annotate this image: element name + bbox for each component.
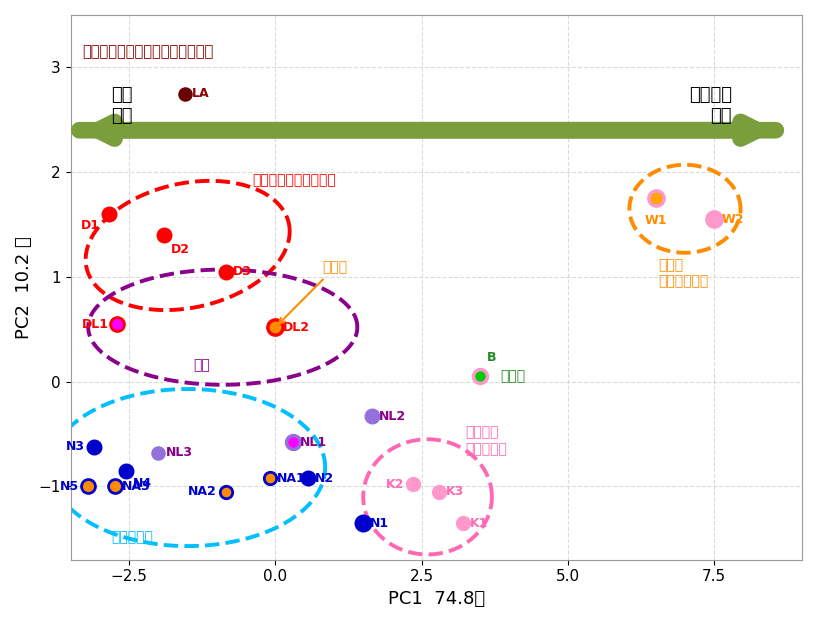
Point [357,518,370,528]
Text: K3: K3 [446,485,465,498]
Text: DL1: DL1 [82,318,109,331]
Text: だし入り（旨味強調）: だし入り（旨味強調） [252,174,336,188]
Point [111,319,124,329]
Text: LA: LA [192,87,209,100]
Text: 白味噌
（甘味強調）: 白味噌 （甘味強調） [659,258,709,288]
Point [178,88,191,98]
Text: あっさり
甘味: あっさり 甘味 [689,86,732,125]
X-axis label: PC1  74.8％: PC1 74.8％ [388,590,484,608]
Point [474,371,487,381]
Point [152,448,165,458]
Text: 麹歩合高
（甘味強）: 麹歩合高 （甘味強） [466,426,507,456]
Point [87,442,100,452]
Text: こく
旨味: こく 旨味 [112,86,133,125]
Text: 減塩: 減塩 [194,358,210,372]
Point [456,518,469,528]
Point [650,193,663,203]
Point [219,487,232,497]
Point [301,473,315,483]
Text: K2: K2 [386,478,404,491]
Text: NL3: NL3 [165,446,193,459]
Text: NA1: NA1 [277,472,306,485]
Point [82,482,95,492]
Text: ＋糖類: ＋糖類 [279,260,347,323]
Point [269,322,282,332]
Text: W1: W1 [645,214,667,227]
Point [158,230,171,240]
Text: D3: D3 [233,265,252,278]
Text: N5: N5 [60,480,79,493]
Text: B: B [487,351,497,364]
Point [108,482,121,492]
Text: NL2: NL2 [379,410,406,423]
Point [263,473,276,483]
Point [102,209,115,219]
Point [433,487,446,497]
Text: N4: N4 [133,477,153,490]
Point [287,437,300,447]
Text: 無添加味噌: 無添加味噌 [112,530,154,544]
Y-axis label: PC2  10.2 ％: PC2 10.2 ％ [15,236,33,339]
Text: N2: N2 [315,472,334,485]
Text: W2: W2 [721,213,743,226]
Text: 長期熟成味噌（旨味強、甘味少）: 長期熟成味噌（旨味強、甘味少） [83,44,213,59]
Point [708,214,721,224]
Text: 麦味噌: 麦味噌 [501,369,526,383]
Point [365,411,378,421]
Text: K1: K1 [470,516,488,530]
Point [406,479,419,489]
Text: NA3: NA3 [122,480,150,493]
Point [219,267,232,277]
Text: D2: D2 [172,244,190,256]
Text: D1: D1 [81,219,100,232]
Point [120,466,133,476]
Text: NL1: NL1 [300,436,327,449]
Text: NA2: NA2 [188,485,217,498]
Text: N1: N1 [370,516,390,530]
Text: DL2: DL2 [283,321,310,334]
Text: N3: N3 [66,440,85,453]
